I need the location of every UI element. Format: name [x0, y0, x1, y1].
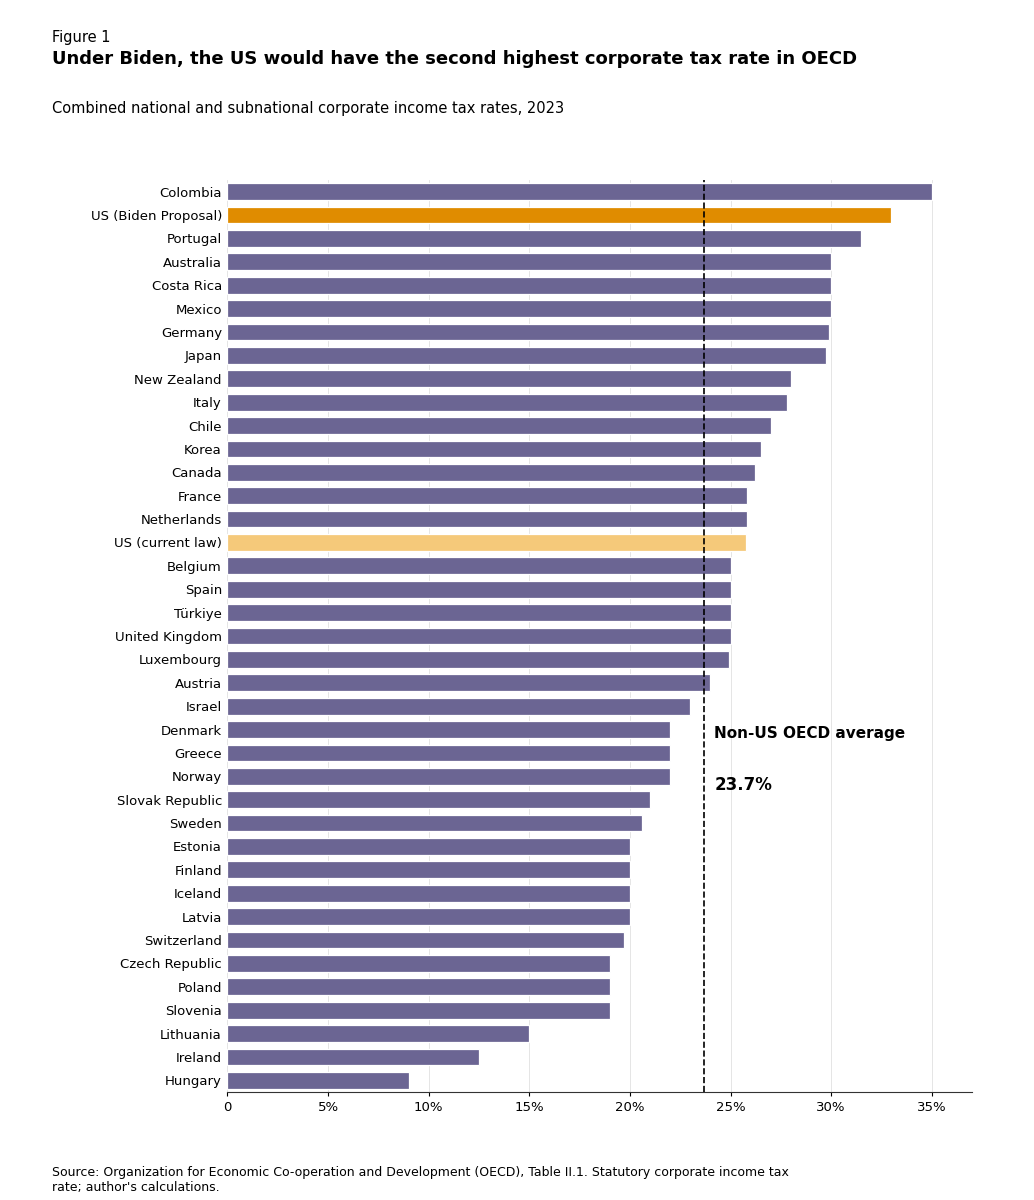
Bar	[227, 1049, 479, 1066]
Bar	[227, 230, 861, 247]
Bar	[227, 721, 670, 738]
Bar	[227, 955, 610, 972]
Bar	[227, 931, 624, 948]
Bar	[227, 464, 755, 481]
Bar	[227, 440, 761, 457]
Bar	[227, 558, 730, 575]
Bar	[227, 184, 932, 200]
Bar	[227, 206, 891, 223]
Text: Under Biden, the US would have the second highest corporate tax rate in OECD: Under Biden, the US would have the secon…	[52, 50, 857, 68]
Text: Figure 1: Figure 1	[52, 30, 111, 44]
Bar	[227, 815, 642, 832]
Bar	[227, 324, 829, 341]
Bar	[227, 628, 730, 644]
Text: 23.7%: 23.7%	[714, 776, 772, 794]
Bar	[227, 1025, 529, 1042]
Bar	[227, 347, 826, 364]
Bar	[227, 768, 670, 785]
Bar	[227, 253, 831, 270]
Text: Non-US OECD average: Non-US OECD average	[714, 726, 906, 742]
Bar	[227, 1002, 610, 1019]
Bar	[227, 697, 691, 714]
Bar	[227, 534, 746, 551]
Bar	[227, 511, 747, 528]
Bar	[227, 978, 610, 995]
Bar	[227, 1072, 408, 1088]
Bar	[227, 300, 831, 317]
Bar	[227, 487, 748, 504]
Bar	[227, 884, 630, 901]
Bar	[227, 604, 730, 622]
Bar	[227, 581, 730, 598]
Bar	[227, 650, 729, 668]
Bar	[227, 277, 831, 294]
Bar	[227, 838, 630, 854]
Bar	[227, 908, 630, 925]
Bar	[227, 744, 670, 761]
Bar	[227, 791, 650, 808]
Bar	[227, 862, 630, 878]
Bar	[227, 371, 791, 388]
Text: Source: Organization for Economic Co-operation and Development (OECD), Table II.: Source: Organization for Economic Co-ope…	[52, 1166, 789, 1194]
Bar	[227, 674, 710, 691]
Bar	[227, 418, 770, 434]
Bar	[227, 394, 787, 410]
Text: Combined national and subnational corporate income tax rates, 2023: Combined national and subnational corpor…	[52, 101, 564, 115]
